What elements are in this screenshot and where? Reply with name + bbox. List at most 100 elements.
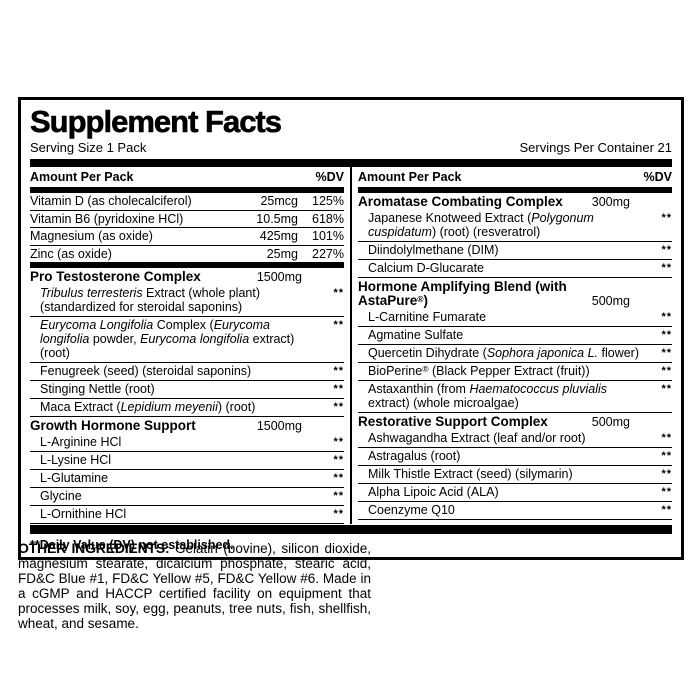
left-column: Amount Per Pack %DV Vitamin D (as cholecal…: [30, 167, 344, 524]
text-segment: extract) (root): [40, 332, 295, 360]
section-amount: 500mg: [591, 415, 630, 429]
ingredient-name: Alpha Lipoic Acid (ALA): [358, 485, 640, 499]
ingredient-name: Ashwagandha Extract (leaf and/or root): [358, 431, 640, 445]
ingredient-row: Stinging Nettle (root) **: [30, 381, 344, 399]
text-segment: Polygonum cuspidatum: [368, 211, 594, 239]
ingredient-dv: **: [661, 311, 672, 323]
ingredient-name: Astaxanthin (from Haematococcus pluviali…: [358, 382, 640, 410]
ingredient-name: Quercetin Dihydrate (Sophora japonica L.…: [358, 346, 640, 360]
ingredient-name: Japanese Knotweed Extract (Polygonum cus…: [358, 211, 640, 239]
ingredient-name: Glycine: [30, 489, 312, 503]
ingredient-dv: **: [333, 454, 344, 466]
section-header: Restorative Support Complex 500mg: [358, 413, 672, 430]
section-amount: 300mg: [591, 195, 630, 209]
section-header: Growth Hormone Support 1500mg: [30, 417, 344, 434]
ingredient-row: Glycine **: [30, 488, 344, 506]
ingredient-row: Milk Thistle Extract (seed) (silymarin) *…: [358, 466, 672, 484]
nutrient-dv: 125%: [312, 194, 344, 208]
ingredient-dv: **: [661, 365, 672, 377]
ingredient-row: L-Ornithine HCl **: [30, 506, 344, 524]
nutrient-row: Magnesium (as oxide) 425mg 101%: [30, 227, 344, 245]
nutrient-dv: 227%: [312, 246, 344, 261]
right-column: Amount Per Pack %DV Aromatase Combating Co…: [358, 167, 672, 524]
text-segment: Complex (: [153, 318, 214, 332]
ingredient-row: Eurycoma Longifolia Complex (Eurycoma lo…: [30, 317, 344, 363]
nutrient-row: Zinc (as oxide) 25mg 227%: [30, 244, 344, 263]
text-segment: Glycine: [40, 489, 82, 503]
text-segment: Pro Testosterone Complex: [30, 269, 201, 284]
text-segment: Quercetin Dihydrate (: [368, 346, 487, 360]
text-segment: Eurycoma Longifolia: [40, 318, 154, 332]
ingredient-dv: **: [333, 472, 344, 484]
text-segment: Eurycoma longifolia: [40, 318, 270, 346]
ingredient-dv: **: [333, 319, 344, 331]
text-segment: L-Lysine HCl: [40, 453, 112, 467]
text-segment: Japanese Knotweed Extract (: [368, 211, 532, 225]
ingredient-row: Astragalus (root) **: [358, 448, 672, 466]
section-name: Pro Testosterone Complex: [30, 270, 201, 284]
ingredient-row: L-Carnitine Fumarate **: [358, 309, 672, 327]
nutrient-name: Vitamin D (as cholecalciferol): [30, 194, 192, 208]
ingredient-dv: **: [661, 468, 672, 480]
nutrient-amount: 25mg: [266, 246, 298, 261]
text-segment: Ashwagandha Extract (leaf and/or root): [368, 431, 586, 445]
facts-columns: Amount Per Pack %DV Vitamin D (as cholecal…: [30, 167, 672, 524]
ingredient-dv: **: [661, 432, 672, 444]
column-divider: [350, 167, 352, 524]
ingredient-name: L-Glutamine: [30, 471, 312, 485]
ingredient-name: L-Carnitine Fumarate: [358, 310, 640, 324]
ingredient-name: Milk Thistle Extract (seed) (silymarin): [358, 467, 640, 481]
ingredient-row: Ashwagandha Extract (leaf and/or root) **: [358, 430, 672, 448]
text-segment: Maca Extract (: [40, 400, 121, 414]
other-ingredients-text: Gelatin (bovine), silicon dioxide, magne…: [18, 541, 371, 631]
ingredient-dv: **: [661, 329, 672, 341]
nutrient-dv: 101%: [312, 229, 344, 243]
section-header: Hormone Amplifying Blend (with AstaPure®…: [358, 278, 672, 309]
section-name: Aromatase Combating Complex: [358, 195, 563, 209]
text-segment: Lepidium meyenii: [120, 400, 218, 414]
text-segment: Coenzyme Q10: [368, 503, 455, 517]
text-segment: Stinging Nettle (root): [40, 382, 155, 396]
text-segment: L-Ornithine HCl: [40, 507, 127, 521]
text-segment: Fenugreek (seed) (steroidal saponins): [40, 364, 252, 378]
column-header: Amount Per Pack %DV: [358, 167, 672, 187]
text-segment: ®: [422, 364, 429, 374]
ingredient-dv: **: [661, 450, 672, 462]
nutrient-row: Vitamin B6 (pyridoxine HCl) 10.5mg 618%: [30, 209, 344, 228]
ingredient-row: Calcium D-Glucarate **: [358, 260, 672, 278]
ingredient-row: L-Lysine HCl **: [30, 452, 344, 470]
ingredient-name: Calcium D-Glucarate: [358, 261, 640, 275]
section-amount: 1500mg: [256, 270, 302, 284]
ingredient-name: L-Lysine HCl: [30, 453, 312, 467]
text-segment: Milk Thistle Extract (seed) (silymarin): [368, 467, 573, 481]
ingredient-row: Diindolylmethane (DIM) **: [358, 242, 672, 260]
text-segment: Alpha Lipoic Acid (ALA): [368, 485, 499, 499]
text-segment: Restorative Support Complex: [358, 414, 548, 429]
text-segment: ) (root) (resveratrol): [431, 225, 541, 239]
text-segment: Sophora japonica L.: [486, 346, 599, 360]
text-segment: Eurycoma longifolia: [140, 332, 250, 346]
ingredient-name: Coenzyme Q10: [358, 503, 640, 517]
serving-size: Serving Size 1 Pack: [30, 140, 147, 155]
ingredient-row: Coenzyme Q10 **: [358, 502, 672, 520]
text-segment: Diindolylmethane (DIM): [368, 243, 499, 257]
text-segment: powder,: [89, 332, 141, 346]
dv-header: %DV: [315, 170, 344, 184]
ingredient-dv: **: [333, 508, 344, 520]
section-name: Hormone Amplifying Blend (with AstaPure®…: [358, 280, 588, 308]
ingredient-dv: **: [661, 212, 672, 224]
nutrient-amount: 425mg: [259, 229, 298, 243]
ingredient-dv: **: [661, 262, 672, 274]
section-divider-bar: [30, 262, 344, 268]
dv-header: %DV: [643, 170, 672, 184]
ingredient-row: Alpha Lipoic Acid (ALA) **: [358, 484, 672, 502]
section-amount: 500mg: [591, 294, 630, 308]
ingredient-name: Agmatine Sulfate: [358, 328, 640, 342]
ingredient-row: Fenugreek (seed) (steroidal saponins) **: [30, 363, 344, 381]
thick-divider-bar-bottom: [30, 524, 672, 534]
text-segment: (Black Pepper Extract (fruit)): [428, 364, 590, 378]
ingredient-name: Tribulus terresteris Extract (whole plan…: [30, 286, 312, 314]
ingredient-dv: **: [661, 504, 672, 516]
ingredient-row: BioPerine® (Black Pepper Extract (fruit)…: [358, 363, 672, 381]
